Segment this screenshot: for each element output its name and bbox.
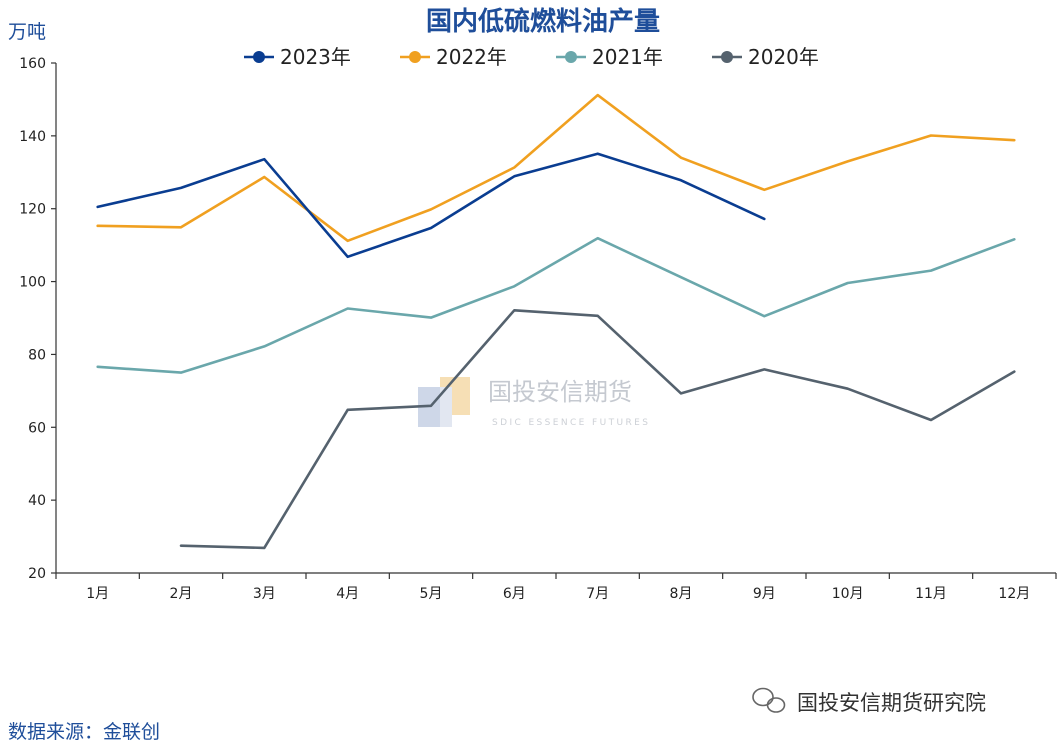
x-tick-label: 11月 — [915, 586, 947, 602]
watermark-subtext: SDIC ESSENCE FUTURES — [492, 418, 650, 428]
data-source-note: 数据来源：金联创 — [8, 721, 160, 743]
legend: 2023年 2022年 2021年 2020年 — [244, 45, 819, 69]
x-tick-label: 5月 — [420, 586, 443, 602]
y-tick-label: 140 — [19, 129, 46, 145]
legend-marker — [253, 51, 265, 63]
series-line-2020年 — [179, 309, 1016, 550]
watermark-text: 国投安信期货 — [488, 378, 632, 406]
y-tick-label: 120 — [19, 202, 46, 218]
legend-label: 2022年 — [436, 45, 507, 69]
y-tick-label: 40 — [28, 493, 46, 509]
x-tick-label: 10月 — [832, 586, 864, 602]
watermark-logo-icon — [418, 377, 470, 427]
legend-label: 2021年 — [592, 45, 663, 69]
legend-label: 2023年 — [280, 45, 351, 69]
series-line-2021年 — [96, 236, 1016, 374]
x-tick-label: 7月 — [586, 586, 609, 602]
x-tick-label: 4月 — [336, 586, 359, 602]
y-tick-label: 80 — [28, 347, 46, 363]
x-tick-label: 12月 — [998, 586, 1030, 602]
legend-item: 2022年 — [400, 45, 507, 69]
x-tick-label: 6月 — [503, 586, 526, 602]
wechat-attribution: 国投安信期货研究院 — [752, 687, 986, 715]
x-tick-label: 3月 — [253, 586, 276, 602]
y-tick-label: 20 — [28, 566, 46, 582]
y-tick-label: 60 — [28, 420, 46, 436]
x-tick-label: 8月 — [670, 586, 693, 602]
legend-marker — [721, 51, 733, 63]
legend-item: 2023年 — [244, 45, 351, 69]
wechat-icon — [752, 687, 786, 713]
series-line-2023年 — [96, 152, 766, 259]
legend-item: 2021年 — [556, 45, 663, 69]
chart-title: 国内低硫燃料油产量 — [426, 6, 660, 37]
legend-marker — [409, 51, 421, 63]
y-axis-unit-label: 万吨 — [8, 21, 46, 43]
x-tick-label: 1月 — [86, 586, 109, 602]
series-line-2022年 — [96, 93, 1016, 243]
legend-label: 2020年 — [748, 45, 819, 69]
axes: 20 40 60 80 100 120 140 160 1月 2月 3月 4月 5月 6月 7月 8月 9月 10… — [19, 56, 1057, 602]
series-layer — [96, 93, 1016, 550]
watermark: 国投安信期货 SDIC ESSENCE FUTURES — [418, 377, 650, 428]
wechat-account-name: 国投安信期货研究院 — [797, 691, 986, 715]
x-tick-label: 2月 — [170, 586, 193, 602]
x-tick-label: 9月 — [753, 586, 776, 602]
legend-item: 2020年 — [712, 45, 819, 69]
legend-marker — [565, 51, 577, 63]
y-tick-label: 160 — [19, 56, 46, 72]
y-tick-label: 100 — [19, 275, 46, 291]
